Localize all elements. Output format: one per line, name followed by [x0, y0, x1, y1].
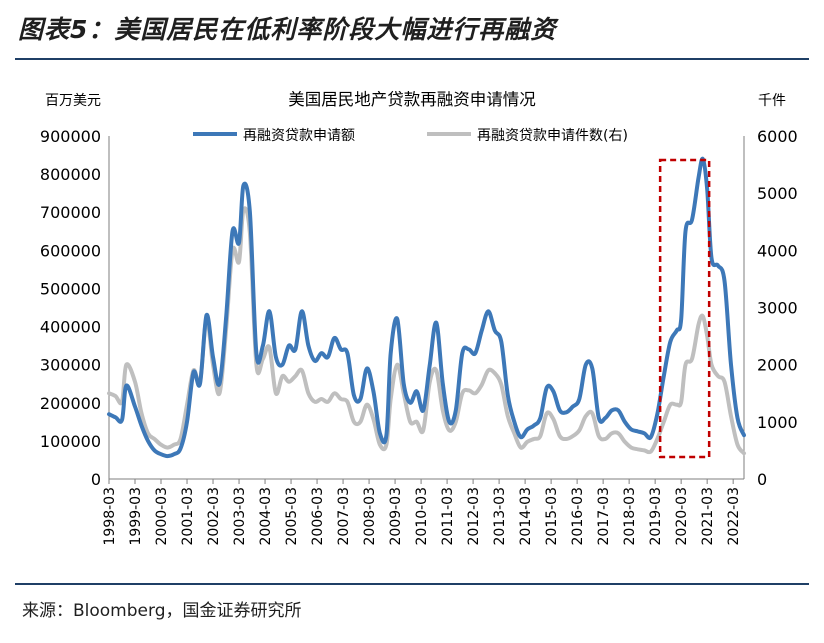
- x-tick-label: 2018-03: [622, 487, 638, 546]
- x-tick-label: 2017-03: [596, 487, 612, 546]
- left-tick-label: 800000: [40, 165, 101, 184]
- right-axis-ticks: 0 1000 2000 3000 4000 5000 6000: [757, 127, 798, 489]
- left-tick-label: 0: [91, 470, 101, 489]
- left-tick-label: 400000: [40, 318, 101, 337]
- left-tick-label: 200000: [40, 394, 101, 413]
- x-tick-label: 1999-03: [128, 487, 144, 546]
- x-tick-label: 2005-03: [284, 487, 300, 546]
- x-tick-label: 2011-03: [440, 487, 456, 546]
- x-tick-label: 2001-03: [180, 487, 196, 546]
- right-tick-label: 3000: [757, 299, 798, 318]
- series-layer: [107, 156, 746, 459]
- right-tick-label: 6000: [757, 127, 798, 146]
- left-axis-ticks: 0 100000 200000 300000 400000 500000 600000 700…: [40, 127, 101, 489]
- x-tick-label: 2015-03: [544, 487, 560, 546]
- right-tick-label: 1000: [757, 413, 798, 432]
- highlight-layer: [658, 158, 711, 459]
- x-tick-label: 2019-03: [648, 487, 664, 546]
- chart-title: 美国居民地产贷款再融资申请情况: [288, 90, 536, 109]
- x-tick-label: 2008-03: [362, 487, 378, 546]
- bottom-rule: [15, 583, 809, 585]
- left-tick-label: 900000: [40, 127, 101, 146]
- legend: 再融资贷款申请额 再融资贷款申请件数(右): [193, 128, 628, 144]
- left-tick-label: 600000: [40, 241, 101, 260]
- left-axis-unit: 百万美元: [45, 93, 101, 109]
- right-axis-unit: 千件: [758, 93, 786, 109]
- x-tick-label: 2014-03: [518, 487, 534, 546]
- x-tick-label: 2003-03: [232, 487, 248, 546]
- x-tick-label: 2013-03: [492, 487, 508, 546]
- x-tick-label: 2006-03: [310, 487, 326, 546]
- x-tick-label: 2012-03: [466, 487, 482, 546]
- left-tick-label: 500000: [40, 279, 101, 298]
- left-tick-label: 700000: [40, 203, 101, 222]
- axes: [108, 136, 745, 480]
- x-tick-label: 2020-03: [674, 487, 690, 546]
- right-tick-label: 5000: [757, 184, 798, 203]
- legend-label-count: 再融资贷款申请件数(右): [477, 128, 628, 144]
- right-tick-label: 0: [757, 470, 767, 489]
- x-tick-label: 2009-03: [388, 487, 404, 546]
- x-axis-ticks: 1998-03 1999-03 2000-03 2001-03 2002-03 2003-…: [102, 479, 742, 546]
- left-tick-label: 100000: [40, 432, 101, 451]
- x-tick-label: 1998-03: [102, 487, 118, 546]
- top-rule: [15, 58, 809, 60]
- x-tick-label: 2004-03: [258, 487, 274, 546]
- x-tick-label: 2021-03: [700, 487, 716, 546]
- x-tick-label: 2000-03: [154, 487, 170, 546]
- x-tick-label: 2022-03: [726, 487, 742, 546]
- source-note: 来源：Bloomberg，国金证券研究所: [22, 601, 302, 621]
- left-tick-label: 300000: [40, 356, 101, 375]
- series-line-refinance-amount: [107, 156, 746, 459]
- figure-title: 图表5：美国居民在低利率阶段大幅进行再融资: [18, 15, 557, 44]
- x-tick-label: 2002-03: [206, 487, 222, 546]
- x-tick-label: 2010-03: [414, 487, 430, 546]
- x-tick-label: 2007-03: [336, 487, 352, 546]
- x-tick-label: 2016-03: [570, 487, 586, 546]
- highlight-box: [658, 158, 711, 459]
- legend-label-amount: 再融资贷款申请额: [243, 128, 355, 144]
- right-tick-label: 4000: [757, 241, 798, 260]
- right-tick-label: 2000: [757, 356, 798, 375]
